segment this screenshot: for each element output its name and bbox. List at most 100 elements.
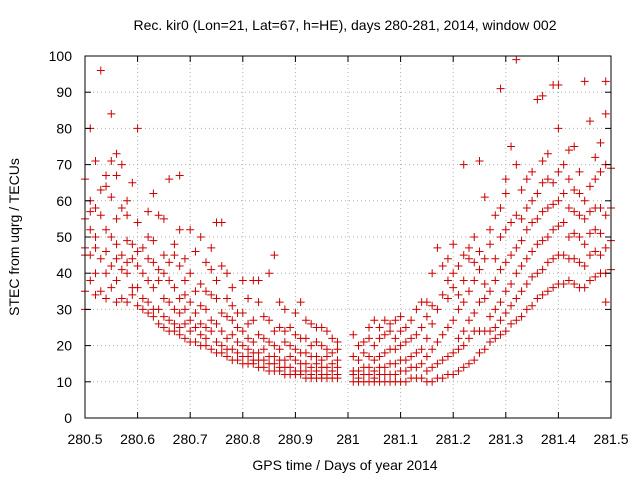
data-point <box>349 330 358 339</box>
data-point <box>354 356 363 365</box>
data-point <box>275 345 284 354</box>
data-point <box>133 283 142 292</box>
y-tick-label: 30 <box>56 301 72 317</box>
data-point <box>301 366 310 375</box>
data-point <box>91 269 100 278</box>
data-point <box>580 77 589 86</box>
data-point <box>149 283 158 292</box>
data-point <box>291 356 300 365</box>
data-point <box>522 280 531 289</box>
data-point <box>496 298 505 307</box>
x-tick-label: 281.1 <box>383 431 418 447</box>
data-point <box>601 77 610 86</box>
data-point <box>486 327 495 336</box>
data-point <box>186 225 195 234</box>
data-point <box>449 348 458 357</box>
data-point <box>307 370 316 379</box>
data-point <box>475 348 484 357</box>
data-point <box>454 334 463 343</box>
data-point <box>401 323 410 332</box>
data-point <box>501 309 510 318</box>
data-point <box>165 316 174 325</box>
data-point <box>486 312 495 321</box>
data-point <box>223 294 232 303</box>
data-point <box>375 352 384 361</box>
data-point <box>307 319 316 328</box>
data-point <box>433 305 442 314</box>
data-point <box>149 258 158 267</box>
data-point <box>333 370 342 379</box>
data-point <box>265 269 274 278</box>
data-point <box>107 156 116 165</box>
data-point <box>207 290 216 299</box>
data-point <box>507 142 516 151</box>
x-tick-label: 280.8 <box>225 431 260 447</box>
data-point <box>501 287 510 296</box>
data-point <box>580 283 589 292</box>
data-point <box>438 261 447 270</box>
data-point <box>91 243 100 252</box>
data-point <box>154 265 163 274</box>
data-point <box>170 319 179 328</box>
data-point <box>196 233 205 241</box>
data-point <box>433 337 442 346</box>
data-point <box>375 334 384 343</box>
data-point <box>401 377 410 386</box>
data-point <box>396 312 405 321</box>
x-tick-label: 281 <box>336 431 360 447</box>
data-point <box>270 341 279 350</box>
data-point <box>428 377 437 386</box>
data-point <box>201 341 210 350</box>
data-point <box>91 233 100 241</box>
data-point <box>475 298 484 307</box>
data-point <box>443 254 452 263</box>
data-point <box>128 240 137 249</box>
data-point <box>180 276 189 285</box>
data-point <box>491 323 500 332</box>
data-point <box>559 251 568 260</box>
data-point <box>522 305 531 314</box>
data-point <box>570 142 579 151</box>
data-point <box>354 366 363 375</box>
data-point <box>149 236 158 245</box>
data-point <box>380 330 389 339</box>
y-tick-label: 80 <box>56 120 72 136</box>
data-point <box>207 243 216 252</box>
data-point <box>585 276 594 285</box>
data-point <box>438 356 447 365</box>
data-point <box>86 251 95 260</box>
data-point <box>380 363 389 372</box>
data-point <box>322 327 331 336</box>
data-point <box>512 211 521 220</box>
data-point <box>501 189 510 198</box>
data-point <box>249 337 258 346</box>
data-point <box>175 330 184 339</box>
data-point <box>496 330 505 339</box>
data-point <box>549 254 558 263</box>
data-point <box>307 363 316 372</box>
data-point <box>365 334 374 343</box>
data-point <box>107 233 116 241</box>
data-point <box>112 214 121 223</box>
data-point <box>217 348 226 357</box>
data-point <box>543 287 552 296</box>
data-point <box>275 323 284 332</box>
data-point <box>564 146 573 155</box>
x-tick-label: 281.4 <box>541 431 576 447</box>
data-point <box>517 185 526 194</box>
x-tick-label: 280.7 <box>173 431 208 447</box>
data-point <box>464 254 473 263</box>
data-point <box>580 261 589 270</box>
data-point <box>280 356 289 365</box>
data-point <box>112 171 121 180</box>
data-point <box>564 175 573 184</box>
data-point <box>102 182 111 191</box>
data-point <box>549 225 558 234</box>
data-point <box>228 283 237 292</box>
data-point <box>428 345 437 354</box>
data-point <box>296 298 305 307</box>
data-point <box>507 319 516 328</box>
data-point <box>585 207 594 216</box>
y-tick-label: 60 <box>56 193 72 209</box>
data-point <box>570 229 579 238</box>
